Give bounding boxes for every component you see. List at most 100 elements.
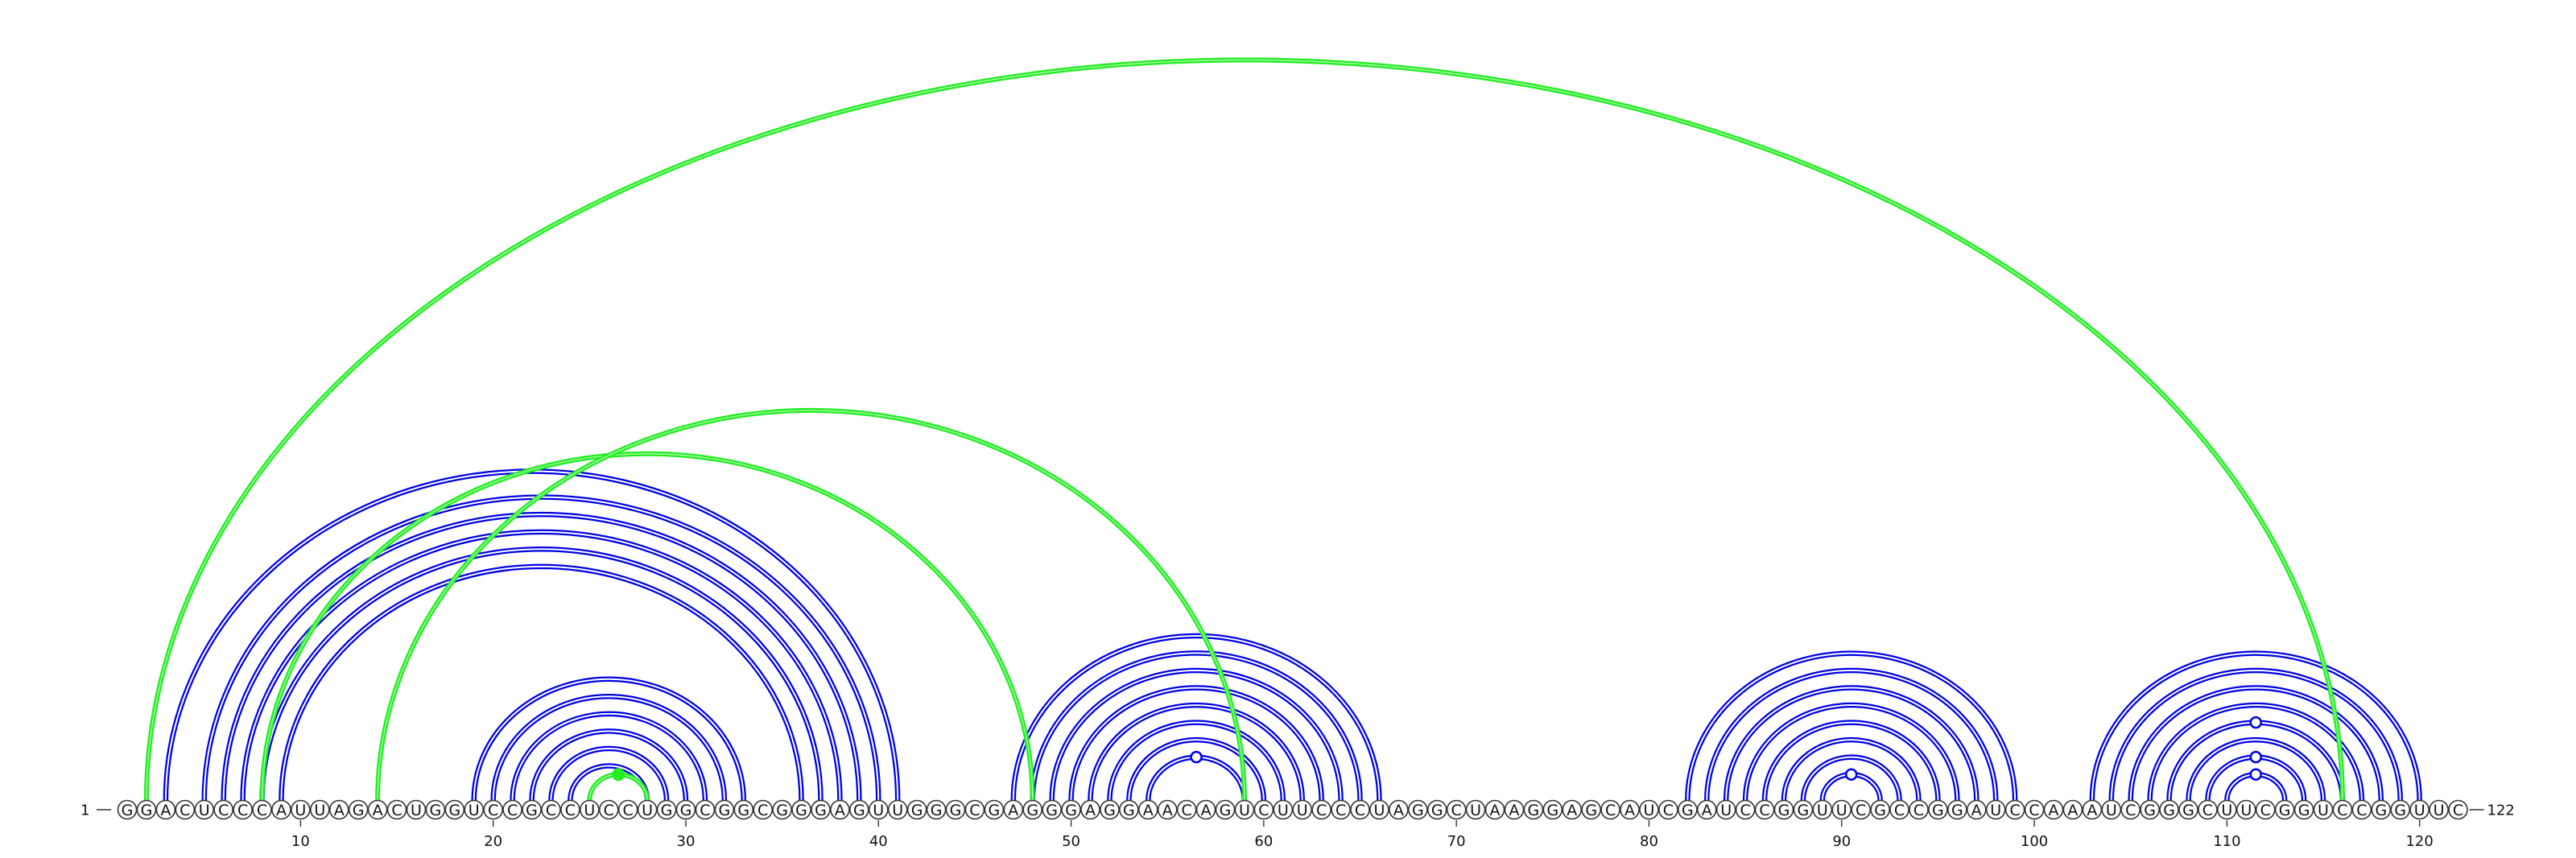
pair-arc-gap: [1051, 670, 1342, 801]
nucleotide-circle: [2274, 799, 2295, 820]
nucleotide-circle: [1119, 799, 1139, 820]
nucleotide-circle: [386, 799, 407, 820]
nucleotide-circle: [656, 799, 677, 820]
nucleotide-letter: U: [1817, 802, 1828, 819]
nucleotide-circle: [1909, 799, 1929, 820]
nucleotide-letter: C: [546, 802, 556, 819]
nucleotide-circle: [2236, 799, 2256, 820]
nucleotide-letter: G: [2163, 802, 2175, 819]
nucleotide-circle: [1157, 799, 1178, 820]
nucleotide-letter: A: [1624, 802, 1635, 819]
pair-arc-gap: [569, 765, 649, 801]
nucleotide-circle: [367, 799, 388, 820]
nucleotide-letter: U: [1720, 802, 1732, 819]
nucleotide-circle: [2082, 799, 2103, 820]
nucleotide-circle: [1369, 799, 1389, 820]
nucleotide-letter: U: [1990, 802, 2001, 819]
pair-arc-gap: [1012, 634, 1381, 801]
nucleotide-letter: G: [1798, 802, 1810, 819]
nucleotide-circle: [1851, 799, 1871, 820]
nucleotide-letter: U: [584, 802, 595, 819]
nucleotide-letter: A: [1143, 802, 1154, 819]
nucleotide-letter: G: [680, 802, 692, 819]
nucleotide-letter: G: [1682, 802, 1694, 819]
gu-pair-marker: [2249, 716, 2263, 729]
pair-arc-gap: [2129, 687, 2382, 801]
nucleotide-letter: U: [2221, 802, 2232, 819]
nucleotide-letter: G: [353, 802, 365, 819]
nucleotide-circle: [502, 799, 522, 820]
nucleotide-circle: [1446, 799, 1467, 820]
nucleotide-letter: G: [2182, 802, 2194, 819]
nucleotide-circle: [328, 799, 349, 820]
nucleotide-circle: [2390, 799, 2411, 820]
nucleotide-circle: [714, 799, 735, 820]
pair-arc-6-39: [221, 511, 862, 801]
nucleotide-letter: C: [2260, 802, 2271, 819]
nucleotide-letter: G: [911, 802, 923, 819]
nucleotide-circle: [1678, 799, 1698, 820]
nucleotide-letter: U: [2318, 802, 2329, 819]
nucleotide-circle: [1928, 799, 1948, 820]
nucleotide-letter: C: [237, 802, 248, 819]
nucleotide-letter: G: [526, 802, 538, 819]
nucleotide-letter: C: [565, 802, 576, 819]
nucleotide-letter: C: [1759, 802, 1769, 819]
nucleotide-circle: [1253, 799, 1274, 820]
pair-arc-gap: [530, 730, 687, 801]
nucleotide-circle: [155, 799, 176, 820]
nucleotide-circle: [791, 799, 811, 820]
nucleotide-circle: [675, 799, 696, 820]
nucleotide-circle: [1215, 799, 1236, 820]
nucleotide-letter: A: [1085, 802, 1096, 819]
nucleotide-letter: A: [160, 802, 171, 819]
nucleotide-letter: A: [1162, 802, 1173, 819]
pair-arc-21-31: [510, 711, 708, 801]
alt-pair-arc-gap: [261, 453, 1034, 801]
nucleotide-circle: [580, 799, 600, 820]
nucleotide-circle: [1273, 799, 1294, 820]
nucleotide-letter: G: [122, 802, 134, 819]
nucleotide-letter: C: [1182, 802, 1192, 819]
nucleotide-letter: G: [661, 802, 673, 819]
nucleotide-letter: C: [391, 802, 402, 819]
pair-arc-86-95: [1761, 720, 1941, 801]
nucleotide-letter: A: [1490, 802, 1501, 819]
pair-arc-gap: [222, 514, 861, 801]
nucleotide-circle: [1195, 799, 1216, 820]
nucleotide-letter: G: [795, 802, 807, 819]
tick-label: 30: [677, 833, 696, 850]
nucleotide-circle: [1696, 799, 1717, 820]
nucleotide-letter: G: [1528, 802, 1540, 819]
nucleotide-letter: G: [2279, 802, 2291, 819]
gu-pair-marker: [1844, 768, 1858, 781]
pair-arc-gap: [473, 678, 745, 801]
nucleotide-circle: [1658, 799, 1678, 820]
nucleotide-letter: C: [1605, 802, 1616, 819]
nucleotide-circle: [2371, 799, 2392, 820]
nucleotide-letter: C: [1894, 802, 1905, 819]
nucleotide-letter: A: [1971, 802, 1982, 819]
tick-label: 120: [2405, 833, 2433, 850]
nucleotide-letter: G: [1104, 802, 1116, 819]
nucleotide-circle: [1639, 799, 1659, 820]
nucleotide-letter: C: [623, 802, 634, 819]
tick-label: 10: [291, 833, 310, 850]
nucleotide-letter: U: [1644, 802, 1655, 819]
nucleotide-circle: [1350, 799, 1370, 820]
nucleotide-letter: A: [276, 802, 287, 819]
nucleotide-circle: [1793, 799, 1814, 820]
nucleotide-circle: [906, 799, 927, 820]
nucleotide-letter: C: [1856, 802, 1866, 819]
pair-arc-gap: [2149, 704, 2363, 801]
nucleotide-circle: [887, 799, 908, 820]
nucleotide-circle: [2043, 799, 2064, 820]
nucleotide-letter: U: [199, 802, 210, 819]
alternative-pair-arcs: [143, 57, 2345, 801]
nucleotide-circle: [2429, 799, 2449, 820]
nucleotide-circle: [964, 799, 985, 820]
gu-pair-marker: [2249, 750, 2263, 764]
gu-pair-marker: [2249, 768, 2263, 781]
nucleotide-letter: G: [448, 802, 460, 819]
